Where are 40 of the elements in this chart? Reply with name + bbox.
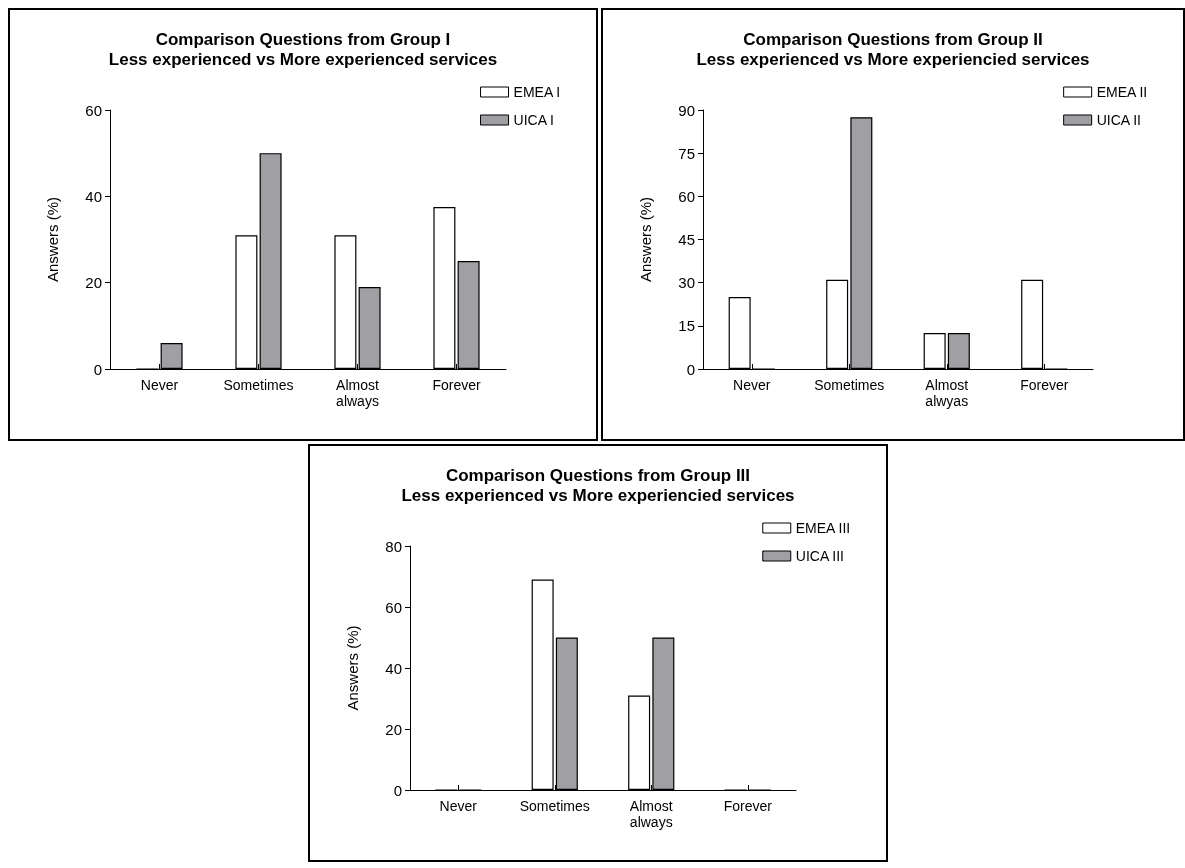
y-tick-label: 30 bbox=[678, 274, 695, 292]
y-tick-label: 15 bbox=[678, 317, 695, 335]
y-tick-label: 60 bbox=[678, 187, 695, 205]
y-tick-label: 60 bbox=[85, 101, 102, 119]
y-tick-label: 40 bbox=[385, 659, 402, 677]
x-tick-label: Sometimes bbox=[814, 377, 885, 393]
y-tick-label: 40 bbox=[85, 187, 102, 205]
legend-label: EMEA I bbox=[513, 84, 561, 100]
y-axis-title: Answers (%) bbox=[44, 196, 61, 283]
x-tick-label: Forever bbox=[432, 377, 481, 393]
x-tick-label: Almost always bbox=[336, 377, 379, 409]
legend-label: EMEA III bbox=[795, 520, 851, 536]
x-tick-label: Forever bbox=[1020, 377, 1069, 393]
y-tick-label: 60 bbox=[385, 598, 402, 616]
y-tick-label: 90 bbox=[678, 101, 695, 119]
y-tick-label: 80 bbox=[385, 537, 402, 555]
y-tick-label: 45 bbox=[678, 231, 695, 248]
chart-title: Comparison Questions from Group II Less experienced vs More experiencied services bbox=[696, 29, 1090, 69]
y-tick-label: 20 bbox=[85, 274, 102, 292]
legend-label: UICA II bbox=[1096, 112, 1142, 128]
x-tick-label: Never bbox=[733, 377, 771, 393]
y-tick-label: 0 bbox=[686, 360, 695, 378]
y-tick-label: 0 bbox=[93, 360, 102, 378]
x-tick-label: Never bbox=[439, 798, 478, 814]
legend-label: EMEA II bbox=[1096, 84, 1148, 100]
y-axis-title: Answers (%) bbox=[637, 196, 654, 283]
chart-title: Comparison Questions from Group III Less experienced vs More experiencied services bbox=[401, 465, 795, 505]
x-tick-label: Almost always bbox=[629, 798, 673, 830]
x-tick-label: Sometimes bbox=[223, 377, 294, 393]
x-tick-label: Almost alwyas bbox=[925, 377, 969, 409]
y-tick-label: 20 bbox=[385, 720, 402, 738]
x-tick-label: Never bbox=[140, 377, 179, 393]
y-axis-title: Answers (%) bbox=[344, 625, 361, 711]
y-tick-label: 75 bbox=[678, 144, 695, 162]
legend-label: UICA I bbox=[513, 112, 555, 128]
legend-label: UICA III bbox=[795, 548, 844, 564]
chart-title: Comparison Questions from Group I Less experienced vs More experienced services bbox=[108, 29, 498, 69]
y-tick-label: 0 bbox=[393, 781, 402, 799]
x-tick-label: Sometimes bbox=[519, 798, 590, 814]
x-tick-label: Forever bbox=[723, 798, 773, 814]
